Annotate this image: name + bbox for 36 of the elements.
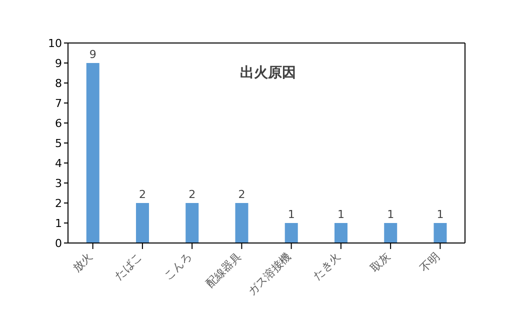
data-label: 1 [337,208,344,221]
bar [384,223,398,243]
y-tick-label: 8 [55,76,62,90]
bar [86,63,100,243]
x-tick-label: 取灰 [368,250,393,275]
data-label: 9 [89,48,96,61]
y-tick-label: 7 [55,96,62,110]
x-tick-label: 放火 [70,250,95,275]
y-tick-label: 9 [55,56,62,70]
data-label: 1 [288,208,295,221]
y-tick-label: 1 [55,216,62,230]
bar [334,223,348,243]
y-tick-label: 5 [55,136,62,150]
text: 出火原因 [239,64,297,82]
data-label: 2 [238,188,246,201]
bar [186,203,199,243]
x-tick-label: ガス溶接機 [245,250,294,298]
y-tick-label: 6 [55,116,62,130]
x-tick-label: たき火 [310,250,344,282]
bar [235,203,248,243]
data-label: 1 [387,208,394,221]
data-label: 2 [138,188,146,201]
y-tick-label: 0 [55,236,62,250]
bar [284,223,298,243]
x-tick-label: 不明 [418,250,442,275]
x-tick-label: 配線器具 [204,250,244,290]
x-tick-label: たばこ [112,250,145,282]
y-tick-label: 3 [55,176,62,190]
bar [136,203,149,243]
y-tick-label: 10 [48,36,62,50]
data-label: 2 [188,188,196,201]
bar [434,223,447,243]
y-tick-label: 4 [55,156,62,170]
x-tick-label: こんろ [162,250,194,282]
y-tick-label: 2 [55,196,62,210]
data-label: 1 [436,208,444,221]
